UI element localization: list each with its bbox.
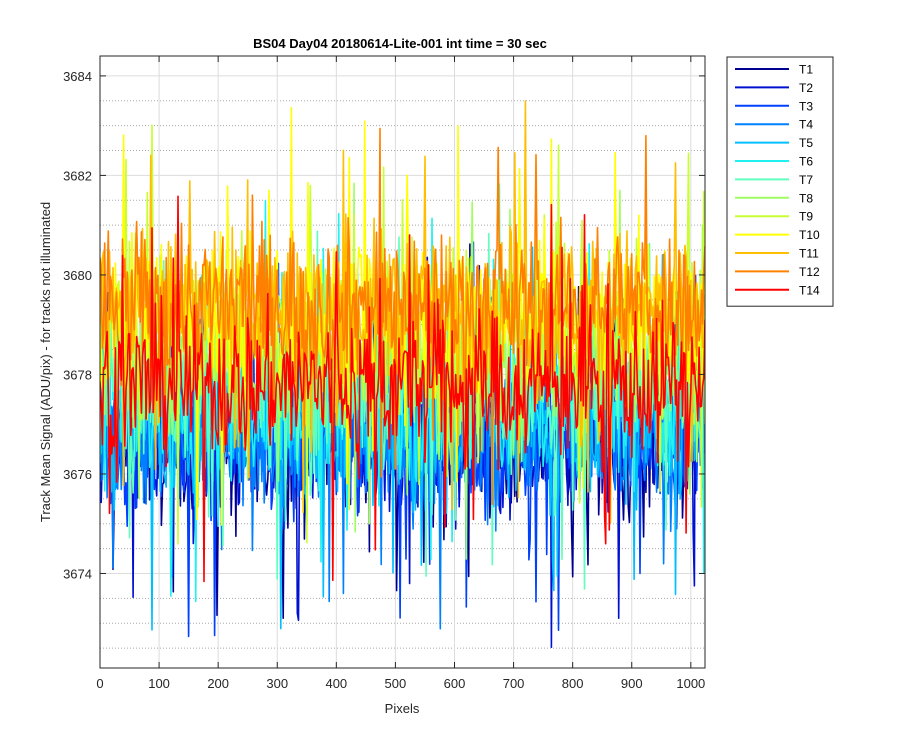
legend-box: [726, 56, 834, 307]
legend-label-t6: T6: [799, 155, 813, 169]
x-tick-label: 1000: [676, 676, 705, 691]
legend-label-t1: T1: [799, 63, 813, 77]
axis-ticks: 0 100 200 300 400 500 600 700 800 900 1000 3674 3676…: [63, 56, 705, 691]
x-tick-label: 800: [562, 676, 584, 691]
legend-label-t4: T4: [799, 118, 813, 132]
x-tick-label: 700: [503, 676, 525, 691]
x-tick-label: 400: [325, 676, 347, 691]
legend-label-t12: T12: [799, 265, 820, 279]
axes-box: [99, 55, 706, 669]
legend-label-t10: T10: [799, 228, 820, 242]
x-tick-label: 100: [148, 676, 170, 691]
legend-label-t2: T2: [799, 81, 813, 95]
x-tick-label: 300: [266, 676, 288, 691]
y-tick-label: 3674: [63, 566, 92, 581]
series-line-t14: [100, 195, 705, 583]
y-tick-label: 3678: [63, 367, 92, 382]
legend-label-t14: T14: [799, 283, 820, 297]
x-tick-label: 0: [96, 676, 103, 691]
series-layer: [100, 100, 705, 648]
legend-label-t3: T3: [799, 99, 813, 113]
y-tick-label: 3676: [63, 467, 92, 482]
x-axis-label: Pixels: [385, 701, 420, 716]
legend-label-t7: T7: [799, 173, 813, 187]
y-tick-label: 3682: [63, 168, 92, 183]
y-axis-label: Track Mean Signal (ADU/pix) - for tracks…: [38, 202, 53, 522]
chart-title: BS04 Day04 20180614-Lite-001 int time = …: [253, 36, 547, 51]
x-tick-label: 200: [207, 676, 229, 691]
legend-label-t9: T9: [799, 210, 813, 224]
series-line-t12: [100, 127, 705, 506]
plot-area: 0 100 200 300 400 500 600 700 800 900 1000 3674 3676…: [63, 55, 706, 691]
legend: T1 T2 T3 T4 T5 T6 T7 T8 T9 T10 T11 T12 T14: [726, 56, 834, 307]
legend-label-t5: T5: [799, 136, 813, 150]
y-tick-label: 3684: [63, 69, 92, 84]
legend-label-t11: T11: [799, 247, 819, 261]
legend-label-t8: T8: [799, 191, 813, 205]
x-tick-label: 500: [385, 676, 407, 691]
x-tick-label: 900: [621, 676, 643, 691]
x-tick-label: 600: [444, 676, 466, 691]
y-tick-label: 3680: [63, 268, 92, 283]
